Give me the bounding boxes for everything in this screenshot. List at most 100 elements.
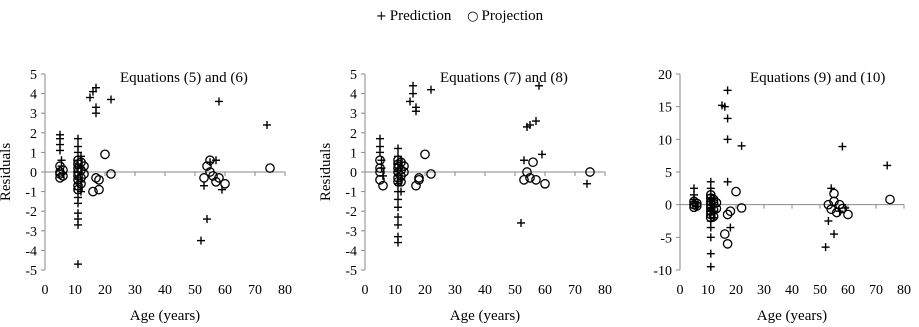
prediction-point	[706, 262, 715, 271]
plus-marker-icon: +	[375, 9, 387, 24]
prediction-point	[376, 134, 384, 143]
x-tick-label: 40	[158, 283, 172, 298]
prediction-point	[74, 220, 82, 229]
projection-point	[199, 173, 209, 183]
prediction-point	[583, 179, 591, 188]
x-tick-label: 70	[568, 283, 582, 298]
y-axis-label: Residuals	[318, 143, 334, 201]
y-tick-label: -4	[25, 244, 37, 259]
projection-point	[396, 176, 406, 187]
x-tick-label: 60	[538, 283, 552, 298]
projection-point	[375, 174, 385, 185]
prediction-point	[92, 109, 100, 118]
chart-legend: + Prediction ○ Projection	[0, 8, 919, 25]
prediction-point	[520, 156, 528, 165]
projection-point	[829, 188, 839, 199]
x-tick-label: 40	[478, 283, 492, 298]
prediction-point	[74, 199, 82, 208]
prediction-point	[824, 217, 833, 225]
prediction-point	[726, 223, 735, 232]
projection-point	[88, 186, 98, 197]
x-tick-label: 20	[729, 283, 743, 298]
y-tick-label: 0	[665, 199, 672, 214]
y-tick-label: -5	[345, 264, 357, 279]
projection-point	[843, 209, 853, 220]
y-tick-label: -5	[25, 264, 37, 279]
projection-point	[722, 239, 733, 249]
prediction-point	[838, 142, 847, 151]
chart-title: Equations (5) and (6)	[120, 70, 248, 86]
projection-point	[106, 169, 116, 179]
projection-point	[708, 194, 719, 205]
prediction-point	[86, 93, 94, 102]
y-tick-label: 10	[658, 133, 672, 148]
prediction-point	[394, 203, 402, 212]
x-tick-label: 30	[448, 283, 462, 298]
prediction-point	[517, 218, 525, 227]
x-tick-label: 0	[42, 283, 49, 298]
y-tick-label: 4	[350, 88, 357, 103]
y-tick-label: -1	[345, 186, 357, 201]
x-tick-label: 10	[68, 283, 82, 298]
y-axis-label: Residuals	[0, 143, 14, 201]
circle-marker-icon: ○	[467, 9, 479, 24]
projection-point	[736, 203, 747, 213]
prediction-point	[56, 146, 64, 155]
projection-point	[885, 194, 895, 205]
projection-point	[399, 167, 409, 177]
prediction-point	[215, 97, 223, 106]
y-tick-label: -10	[653, 264, 672, 279]
prediction-point	[723, 114, 732, 123]
prediction-point	[406, 97, 414, 106]
x-tick-label: 50	[813, 283, 827, 298]
x-tick-label: 0	[677, 283, 684, 298]
projection-point	[705, 196, 716, 207]
x-tick-label: 60	[841, 283, 855, 298]
y-tick-label: -1	[25, 186, 37, 201]
projection-point	[719, 229, 730, 239]
projection-point	[731, 186, 741, 197]
x-tick-label: 0	[362, 283, 369, 298]
projection-point	[414, 173, 424, 183]
projection-point	[525, 173, 535, 183]
legend-label-prediction: Prediction	[389, 8, 452, 24]
x-tick-label: 60	[218, 283, 232, 298]
y-tick-label: 1	[30, 146, 37, 161]
projection-point	[58, 165, 68, 175]
projection-point	[426, 169, 436, 179]
x-tick-label: 70	[869, 283, 883, 298]
projection-point	[711, 197, 722, 208]
projection-point	[208, 171, 218, 181]
y-tick-label: 5	[350, 68, 357, 83]
prediction-point	[706, 249, 715, 258]
projection-point	[265, 163, 275, 173]
prediction-point	[720, 102, 729, 111]
x-axis-label: Age (years)	[450, 308, 520, 324]
legend-item-projection: ○ Projection	[467, 8, 543, 24]
y-tick-label: 2	[350, 127, 357, 142]
y-tick-label: 3	[350, 107, 357, 122]
x-tick-label: 50	[508, 283, 522, 298]
projection-point	[414, 174, 424, 185]
y-tick-label: 1	[350, 146, 357, 161]
projection-point	[540, 178, 550, 189]
projection-point	[837, 203, 848, 214]
prediction-point	[737, 141, 746, 150]
x-tick-label: 20	[418, 283, 432, 298]
projection-point	[73, 184, 83, 195]
projection-point	[829, 196, 839, 207]
prediction-point	[526, 120, 534, 129]
y-tick-label: 0	[350, 166, 357, 181]
prediction-point	[883, 161, 892, 170]
projection-point	[522, 167, 532, 177]
projection-point	[691, 198, 702, 209]
prediction-point	[394, 195, 402, 204]
prediction-point	[706, 233, 715, 242]
prediction-point	[830, 230, 838, 239]
prediction-point	[394, 213, 402, 222]
legend-item-prediction: + Prediction	[376, 8, 452, 24]
projection-point	[76, 178, 86, 189]
legend-label-projection: Projection	[481, 8, 544, 24]
projection-point	[100, 149, 110, 160]
